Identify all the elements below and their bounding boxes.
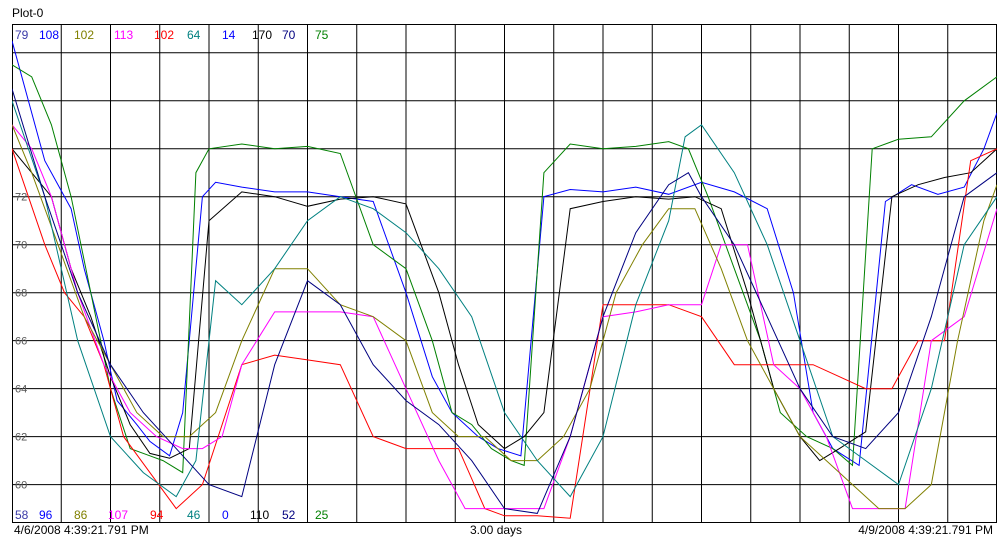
y-tick-label: 62 — [15, 432, 27, 444]
scale-bottom-label: 107 — [108, 508, 128, 522]
scale-bottom-label: 110 — [250, 508, 269, 522]
scale-bottom-label: 58 — [15, 508, 29, 522]
y-tick-label: 70 — [15, 240, 27, 252]
line-chart[interactable]: 60 62 64 66 68 70 72 79 108 102 113 102 64 14 170 70 75 5… — [12, 24, 997, 523]
scale-top-label: 75 — [315, 28, 329, 42]
scale-bottom-label: 52 — [282, 508, 296, 522]
scale-bottom-label: 46 — [187, 508, 201, 522]
scale-bottom-label: 94 — [150, 508, 164, 522]
scale-top-label: 113 — [114, 28, 133, 42]
scale-top-label: 70 — [282, 28, 296, 42]
y-tick-label: 72 — [15, 192, 27, 204]
series-line-8 — [12, 88, 997, 514]
y-tick-label: 66 — [15, 336, 27, 348]
series-line-5 — [12, 124, 997, 510]
scale-top-label: 79 — [15, 28, 29, 42]
scale-top-label: 102 — [154, 28, 174, 42]
time-span-label: 3.00 days — [470, 523, 523, 537]
series-line-3 — [12, 148, 997, 462]
y-tick-label: 68 — [15, 288, 27, 300]
y-tick-label: 64 — [15, 384, 27, 396]
series-line-1 — [12, 40, 997, 467]
scale-bottom-label: 86 — [74, 508, 88, 522]
scale-bottom-label: 0 — [222, 508, 229, 522]
scale-bottom-label: 25 — [315, 508, 329, 522]
series-line-6 — [12, 124, 997, 510]
scale-top-label: 102 — [74, 28, 94, 42]
scale-top-label: 64 — [187, 28, 201, 42]
scale-bottom-label: 96 — [39, 508, 53, 522]
plot-title: Plot-0 — [12, 6, 44, 20]
series-line-7 — [12, 100, 997, 498]
scale-top-label: 108 — [39, 28, 59, 42]
scale-top-label: 14 — [222, 28, 236, 42]
scale-top-label: 170 — [252, 28, 272, 42]
end-time-label: 4/9/2008 4:39:21.791 PM — [858, 523, 993, 537]
y-tick-label: 60 — [15, 480, 27, 492]
start-time-label: 4/6/2008 4:39:21.791 PM — [14, 523, 149, 537]
